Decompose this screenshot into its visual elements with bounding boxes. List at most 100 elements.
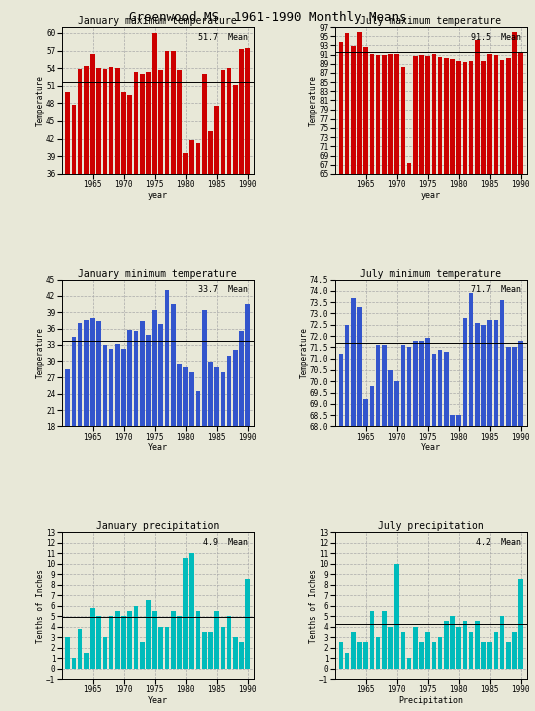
Bar [425,56,430,472]
Bar [394,53,399,472]
Bar [177,70,182,385]
Bar [109,616,113,668]
Bar [469,632,473,668]
Bar [158,70,163,385]
Bar [512,632,517,668]
Bar [463,318,467,711]
Bar [363,642,368,668]
Bar [90,608,95,668]
Bar [438,637,442,668]
Bar [189,372,194,524]
Bar [401,632,405,668]
Bar [438,350,442,711]
Bar [444,58,449,472]
Bar [475,323,480,711]
Bar [184,367,188,524]
Bar [419,642,424,668]
Bar [165,291,169,524]
Bar [121,92,126,385]
Bar [152,611,157,668]
Bar [103,69,108,385]
Bar [84,653,89,668]
Bar [233,637,238,668]
Bar [239,331,244,524]
Bar [425,338,430,711]
Bar [407,164,411,472]
Title: January maximum temperature: January maximum temperature [79,16,237,26]
Text: 71.7  Mean: 71.7 Mean [471,285,521,294]
Bar [140,321,144,524]
Bar [184,154,188,385]
Bar [146,600,151,668]
Bar [456,61,461,472]
Bar [215,107,219,385]
Bar [469,293,473,711]
Bar [456,415,461,711]
Bar [487,642,492,668]
Bar [487,320,492,711]
Bar [463,62,467,472]
Bar [134,331,139,524]
Bar [152,309,157,524]
X-axis label: Year: Year [148,695,167,705]
Bar [500,300,505,711]
Bar [419,55,424,472]
Bar [96,616,101,668]
X-axis label: year: year [421,191,441,200]
Text: 51.7  Mean: 51.7 Mean [198,33,248,42]
Bar [115,343,120,524]
Bar [189,140,194,385]
Bar [115,611,120,668]
Bar [376,345,380,711]
Text: 33.7  Mean: 33.7 Mean [198,285,248,294]
Bar [78,323,82,524]
Y-axis label: Temperature: Temperature [36,75,44,126]
Y-axis label: Temperature: Temperature [309,75,318,126]
Bar [65,369,70,524]
Bar [84,66,89,385]
Bar [134,72,139,385]
Text: Greenwood MS  1961-1990 Monthly Means: Greenwood MS 1961-1990 Monthly Means [129,11,406,23]
Bar [65,92,70,385]
Bar [518,341,523,711]
Bar [351,46,356,472]
Bar [506,58,511,472]
Bar [450,59,455,472]
Bar [487,54,492,472]
Bar [339,42,343,472]
Bar [370,386,374,711]
Bar [481,325,486,711]
Bar [357,306,362,711]
Bar [363,400,368,711]
Title: January minimum temperature: January minimum temperature [79,269,237,279]
Bar [407,348,411,711]
Bar [196,391,200,524]
Bar [456,626,461,668]
Bar [208,131,213,385]
Y-axis label: Temperature: Temperature [36,328,44,378]
Bar [90,318,95,524]
Bar [202,74,207,385]
Y-axis label: Tenths of Inches: Tenths of Inches [309,569,318,643]
Bar [121,616,126,668]
Bar [65,637,70,668]
Bar [345,325,349,711]
Bar [72,105,77,385]
Bar [351,298,356,711]
Bar [96,321,101,524]
Bar [140,74,144,385]
Bar [134,606,139,668]
Bar [376,55,380,472]
Bar [388,53,393,472]
Bar [171,304,175,524]
Bar [146,73,151,385]
Bar [233,351,238,524]
Bar [413,626,418,668]
Bar [494,320,498,711]
Bar [432,642,436,668]
X-axis label: Year: Year [148,443,167,452]
Bar [109,348,113,524]
Bar [184,558,188,668]
Bar [72,337,77,524]
Bar [78,629,82,668]
